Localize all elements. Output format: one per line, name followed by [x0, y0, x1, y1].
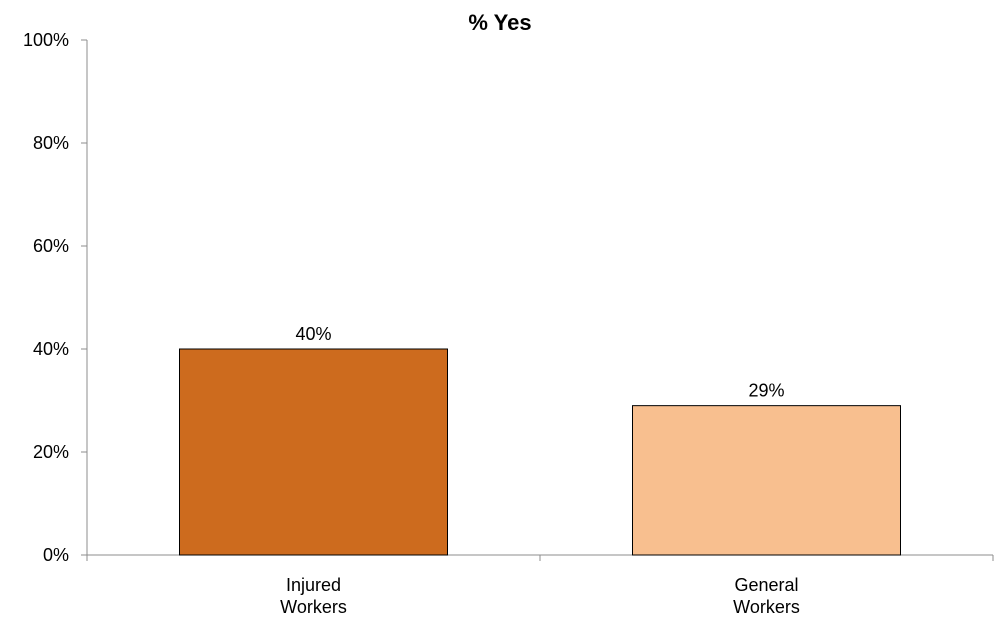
- x-category-label-line: Workers: [280, 597, 347, 617]
- bars: 40% 29%: [179, 324, 901, 556]
- x-category-label: General Workers: [733, 575, 800, 617]
- y-tick-label: 60%: [33, 236, 69, 256]
- bar: [632, 405, 901, 556]
- bar: [179, 348, 448, 556]
- x-category-label-line: General: [734, 575, 798, 595]
- data-label: 40%: [295, 324, 331, 344]
- y-tick-label: 0%: [43, 545, 69, 565]
- chart-title: % Yes: [468, 10, 531, 35]
- data-label: 29%: [748, 381, 784, 401]
- y-tick-label: 100%: [23, 30, 69, 50]
- x-category-label-line: Workers: [733, 597, 800, 617]
- x-category-label: Injured Workers: [280, 575, 347, 617]
- x-category-label-line: Injured: [286, 575, 341, 595]
- y-tick-label: 40%: [33, 339, 69, 359]
- y-tick-label: 80%: [33, 133, 69, 153]
- y-tick-label: 20%: [33, 442, 69, 462]
